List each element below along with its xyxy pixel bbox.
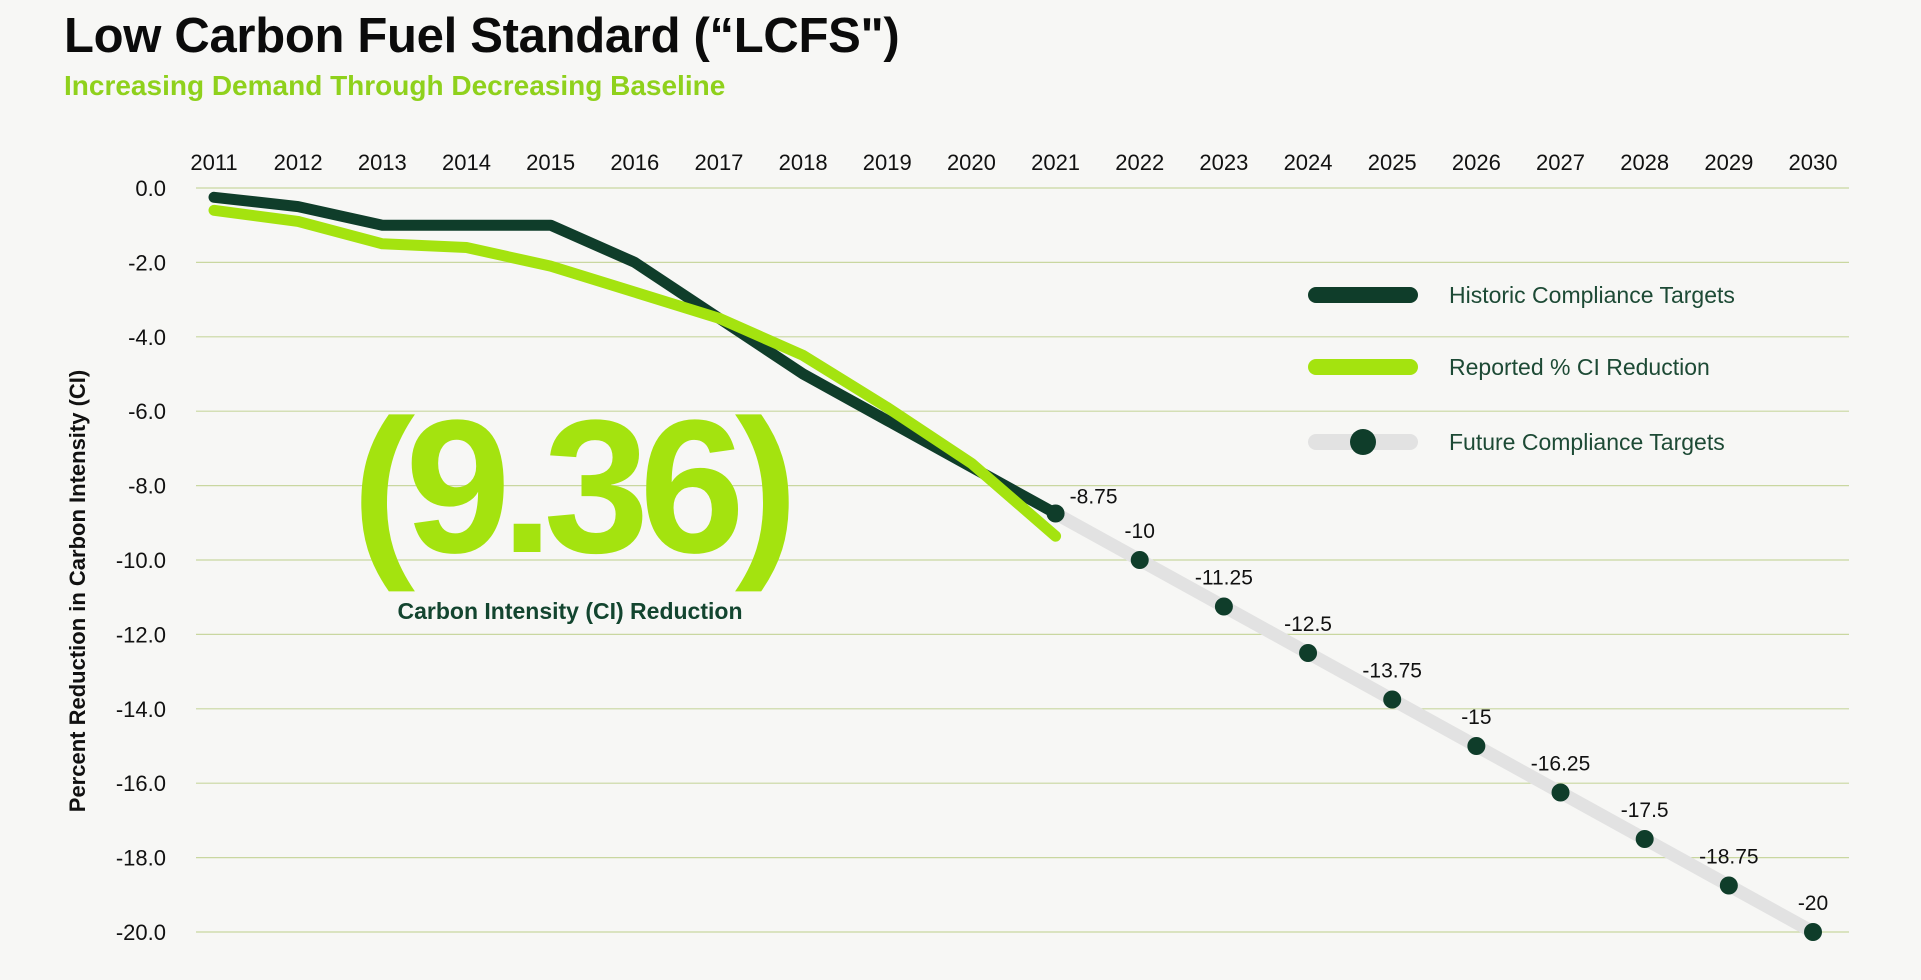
x-tick-label: 2015	[526, 150, 575, 175]
future-target-point	[1130, 551, 1149, 569]
chart-subtitle: Increasing Demand Through Decreasing Bas…	[64, 70, 726, 101]
grid-lines	[196, 187, 1849, 933]
future-target-point	[1551, 783, 1570, 802]
x-axis-ticks: 2011 2012 2013 2014 2015 2016 2017 2018 2019 2020…	[190, 150, 1837, 175]
legend-label-future: Future Compliance Targets	[1449, 429, 1725, 455]
reported-reduction-line	[208, 204, 1062, 542]
x-tick-label: 2014	[442, 150, 491, 175]
future-target-point	[1467, 737, 1486, 755]
y-tick-label: -12.0	[116, 622, 166, 647]
y-tick-label: -2.0	[128, 250, 166, 275]
future-target-point	[1804, 923, 1822, 941]
chart-title: Low Carbon Fuel Standard (“LCFS")	[64, 9, 900, 63]
x-tick-label: 2019	[863, 150, 912, 175]
x-tick-label: 2013	[358, 150, 407, 175]
future-target-label: -16.25	[1531, 753, 1591, 776]
future-target-label: -15	[1461, 706, 1491, 729]
historic-targets-line	[208, 191, 1062, 519]
x-tick-label: 2020	[947, 150, 996, 175]
future-target-label: -10	[1125, 520, 1155, 543]
legend-swatch-future-dot	[1350, 429, 1376, 455]
y-tick-label: 0.0	[135, 176, 166, 201]
y-tick-label: -10.0	[116, 548, 166, 573]
legend-label-reported: Reported % CI Reduction	[1449, 354, 1710, 380]
x-tick-label: 2025	[1368, 150, 1417, 175]
y-tick-label: -6.0	[128, 399, 166, 424]
y-axis-label: Percent Reduction in Carbon Intensity (C…	[65, 370, 90, 812]
future-target-point	[1214, 597, 1233, 616]
future-target-label: -17.5	[1621, 799, 1669, 822]
x-tick-label: 2016	[610, 150, 659, 175]
x-tick-label: 2022	[1115, 150, 1164, 175]
future-target-point	[1383, 690, 1402, 709]
legend-label-historic: Historic Compliance Targets	[1449, 282, 1735, 308]
x-tick-label: 2028	[1620, 150, 1669, 175]
future-target-label: -12.5	[1284, 613, 1332, 636]
future-target-label: -11.25	[1195, 567, 1253, 590]
x-tick-label: 2012	[274, 150, 323, 175]
future-target-point	[1635, 830, 1654, 848]
future-target-point	[1046, 504, 1065, 523]
series-layer: -8.75 -10 -11.25 -12.5 -13.75 -15 -16.25 -17.5 -…	[208, 191, 1828, 941]
y-tick-label: -14.0	[116, 697, 166, 722]
y-tick-label: -4.0	[128, 325, 166, 350]
legend: Historic Compliance Targets Reported % C…	[1308, 282, 1735, 455]
highlight-caption: Carbon Intensity (CI) Reduction	[397, 598, 743, 624]
y-tick-label: -8.0	[128, 474, 166, 499]
x-tick-label: 2030	[1789, 150, 1838, 175]
highlight-value: (9.36)	[351, 381, 798, 593]
future-targets-line	[1049, 507, 1820, 939]
y-tick-label: -16.0	[116, 771, 166, 796]
future-target-label: -18.75	[1699, 846, 1759, 869]
x-tick-label: 2029	[1704, 150, 1753, 175]
x-tick-label: 2024	[1284, 150, 1333, 175]
y-axis-ticks: 0.0 -2.0 -4.0 -6.0 -8.0 -10.0 -12.0 -14.0 -16.0 -…	[116, 176, 166, 945]
future-target-label: -20	[1798, 892, 1828, 915]
x-tick-label: 2023	[1199, 150, 1248, 175]
x-tick-label: 2026	[1452, 150, 1501, 175]
future-target-label: -13.75	[1362, 660, 1422, 683]
y-tick-label: -20.0	[116, 920, 166, 945]
x-tick-label: 2021	[1031, 150, 1080, 175]
y-tick-label: -18.0	[116, 846, 166, 871]
future-target-point	[1719, 876, 1738, 895]
x-tick-label: 2027	[1536, 150, 1585, 175]
future-target-label: -8.75	[1070, 486, 1118, 509]
x-tick-label: 2018	[779, 150, 828, 175]
future-target-point	[1299, 644, 1318, 662]
x-tick-label: 2017	[694, 150, 743, 175]
x-tick-label: 2011	[190, 150, 237, 175]
